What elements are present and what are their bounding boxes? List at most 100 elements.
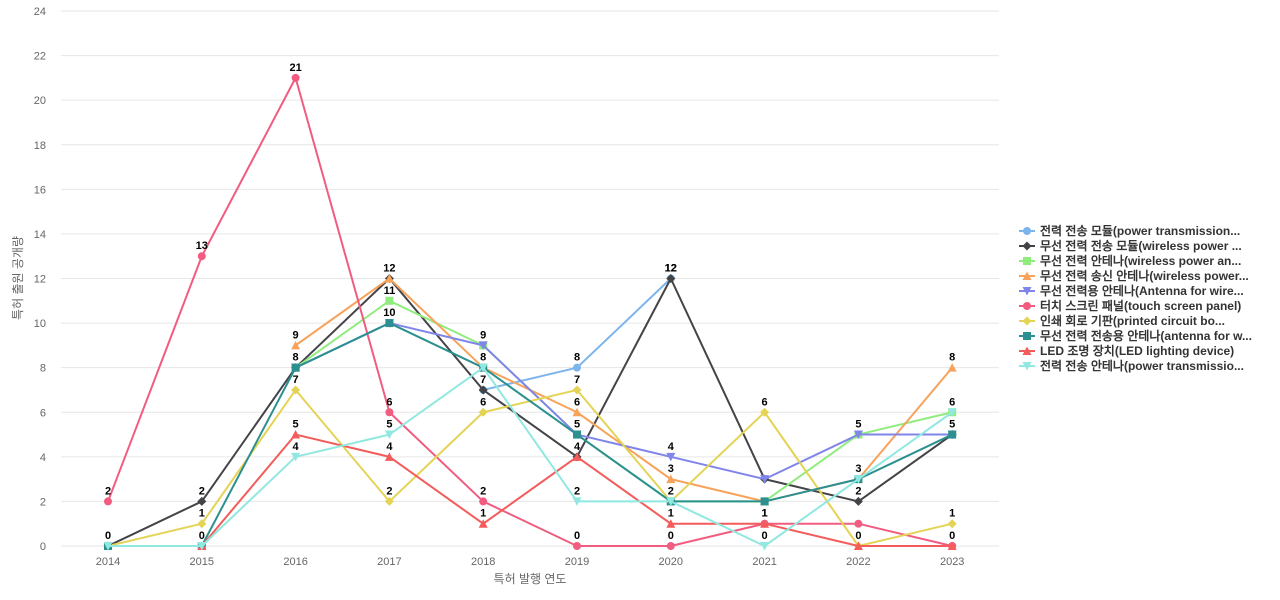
- data-point[interactable]: [478, 519, 488, 528]
- data-point[interactable]: [479, 497, 488, 506]
- data-point[interactable]: [291, 73, 300, 82]
- series-line: [107, 322, 954, 547]
- data-point[interactable]: [854, 519, 863, 528]
- data-label: 5: [386, 419, 392, 431]
- data-point[interactable]: [948, 430, 957, 439]
- legend-item[interactable]: 무선 전력 전송용 안테나(antenna for w...: [1019, 328, 1252, 343]
- legend-item[interactable]: 무선 전력 송신 안테나(wireless power...: [1019, 268, 1249, 283]
- data-point[interactable]: [572, 452, 582, 461]
- data-label: 0: [668, 530, 674, 542]
- legend-label: 무선 전력용 안테나(Antenna for wire...: [1040, 283, 1244, 298]
- data-label: 0: [949, 530, 955, 542]
- x-tick-label: 2015: [190, 556, 214, 568]
- data-point[interactable]: [385, 319, 394, 328]
- legend-item[interactable]: 터치 스크린 패널(touch screen panel): [1019, 298, 1241, 313]
- data-point[interactable]: [947, 408, 957, 417]
- data-label: 2: [574, 485, 580, 497]
- data-point[interactable]: [291, 452, 301, 462]
- y-tick-label: 0: [40, 541, 46, 553]
- data-label: 4: [668, 441, 675, 453]
- data-point[interactable]: [104, 497, 112, 506]
- data-point[interactable]: [666, 497, 676, 506]
- data-label: 6: [949, 396, 955, 408]
- axis-layer: 특허 발행 연도 특허 출원 공개량 024681012141618202224…: [11, 6, 964, 586]
- data-point[interactable]: [572, 497, 582, 506]
- legend-marker: [1022, 346, 1032, 355]
- data-point[interactable]: [666, 542, 675, 550]
- data-point[interactable]: [853, 475, 863, 484]
- data-point[interactable]: [384, 452, 394, 461]
- data-label: 9: [293, 329, 299, 341]
- data-point[interactable]: [666, 519, 676, 528]
- data-label: 2: [199, 485, 205, 497]
- legend-label: 인쇄 회로 기판(printed circuit bo...: [1040, 313, 1225, 328]
- legend-item[interactable]: 전력 전송 안테나(power transmissio...: [1019, 358, 1244, 373]
- data-point[interactable]: [291, 340, 301, 350]
- data-point[interactable]: [573, 430, 581, 439]
- y-tick-label: 4: [40, 452, 46, 464]
- legend-marker: [1023, 227, 1031, 235]
- data-point[interactable]: [291, 363, 300, 372]
- data-label: 4: [386, 441, 393, 453]
- data-point[interactable]: [291, 430, 301, 439]
- data-label: 3: [668, 463, 674, 475]
- legend-item[interactable]: 무선 전력 전송 모듈(wireless power ...: [1019, 238, 1242, 253]
- data-point[interactable]: [291, 385, 301, 395]
- data-point[interactable]: [760, 519, 770, 528]
- data-point[interactable]: [573, 363, 581, 372]
- legend-marker: [1023, 257, 1031, 265]
- data-point[interactable]: [666, 274, 676, 283]
- data-point[interactable]: [760, 497, 769, 506]
- data-point[interactable]: [197, 252, 206, 261]
- data-point[interactable]: [478, 385, 488, 395]
- legend-item[interactable]: 무선 전력 안테나(wireless power an...: [1019, 253, 1241, 268]
- legend-item[interactable]: 무선 전력용 안테나(Antenna for wire...: [1019, 283, 1244, 298]
- legend-item[interactable]: 전력 전송 모듈(power transmission...: [1019, 223, 1240, 238]
- data-point[interactable]: [760, 542, 770, 551]
- data-point[interactable]: [572, 407, 582, 417]
- data-point[interactable]: [478, 407, 488, 417]
- data-point[interactable]: [666, 452, 676, 462]
- data-point[interactable]: [103, 542, 113, 551]
- data-point[interactable]: [572, 385, 582, 395]
- legend-marker: [1023, 332, 1031, 340]
- data-point[interactable]: [385, 296, 394, 305]
- data-label: 4: [574, 441, 581, 453]
- data-point[interactable]: [384, 430, 394, 440]
- data-point[interactable]: [197, 519, 207, 529]
- data-point[interactable]: [384, 274, 394, 283]
- data-label: 21: [289, 62, 301, 74]
- legend-marker: [1022, 362, 1032, 371]
- data-point[interactable]: [947, 363, 957, 372]
- data-point[interactable]: [385, 408, 394, 417]
- data-point[interactable]: [947, 519, 957, 529]
- data-point[interactable]: [573, 542, 581, 550]
- legend-marker: [1023, 302, 1031, 310]
- data-point[interactable]: [760, 475, 770, 484]
- legend-item[interactable]: 인쇄 회로 기판(printed circuit bo...: [1019, 313, 1225, 328]
- legend-label: LED 조명 장치(LED lighting device): [1040, 343, 1234, 358]
- data-point[interactable]: [760, 407, 770, 417]
- data-point[interactable]: [853, 496, 863, 506]
- data-label: 1: [762, 508, 768, 520]
- x-tick-label: 2021: [752, 556, 776, 568]
- data-label: 12: [665, 263, 677, 275]
- data-point[interactable]: [853, 430, 863, 440]
- data-label: 10: [383, 307, 395, 319]
- legend-item[interactable]: LED 조명 장치(LED lighting device): [1019, 343, 1234, 358]
- data-point[interactable]: [197, 496, 207, 506]
- data-point[interactable]: [666, 474, 676, 484]
- data-label: 8: [949, 352, 955, 364]
- data-point[interactable]: [197, 542, 207, 551]
- series-layer: [103, 73, 957, 551]
- data-point[interactable]: [478, 341, 488, 350]
- data-point[interactable]: [947, 541, 957, 551]
- data-label: 3: [855, 463, 861, 475]
- data-label: 11: [384, 285, 396, 297]
- data-label: 0: [199, 530, 205, 542]
- data-point[interactable]: [384, 496, 394, 506]
- data-label: 2: [855, 485, 861, 497]
- series-line: [294, 299, 954, 503]
- data-point[interactable]: [853, 541, 863, 551]
- data-point[interactable]: [478, 363, 488, 373]
